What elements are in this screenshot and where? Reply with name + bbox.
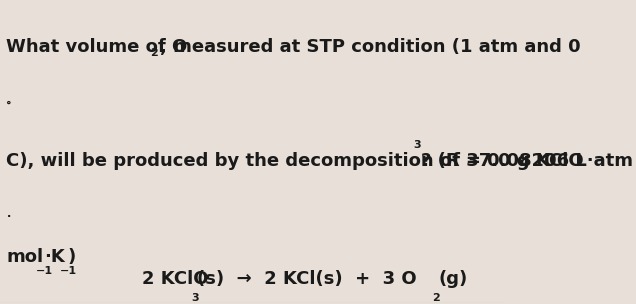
Text: 2: 2 [432, 293, 440, 302]
Text: −1: −1 [60, 267, 77, 276]
Text: 2: 2 [150, 48, 158, 58]
Text: 2 KClO: 2 KClO [142, 270, 209, 288]
Text: °: ° [6, 101, 12, 111]
Text: −1: −1 [36, 267, 53, 276]
Text: ·K: ·K [44, 248, 65, 266]
Text: ): ) [68, 248, 76, 266]
Text: 3: 3 [413, 140, 421, 150]
Text: mol: mol [6, 248, 43, 266]
Text: 3: 3 [191, 293, 199, 302]
Text: C), will be produced by the decomposition of 37.0 g KClO: C), will be produced by the decompositio… [6, 152, 584, 170]
Text: What volume of O: What volume of O [6, 37, 188, 56]
Text: ·: · [6, 212, 11, 222]
Text: (s)  →  2 KCl(s)  +  3 O: (s) → 2 KCl(s) + 3 O [197, 270, 417, 288]
Text: (g): (g) [439, 270, 468, 288]
Text: , measured at STP condition (1 atm and 0: , measured at STP condition (1 atm and 0 [160, 37, 581, 56]
Text: ? (R = 0.08206 L·atm: ? (R = 0.08206 L·atm [421, 152, 633, 170]
